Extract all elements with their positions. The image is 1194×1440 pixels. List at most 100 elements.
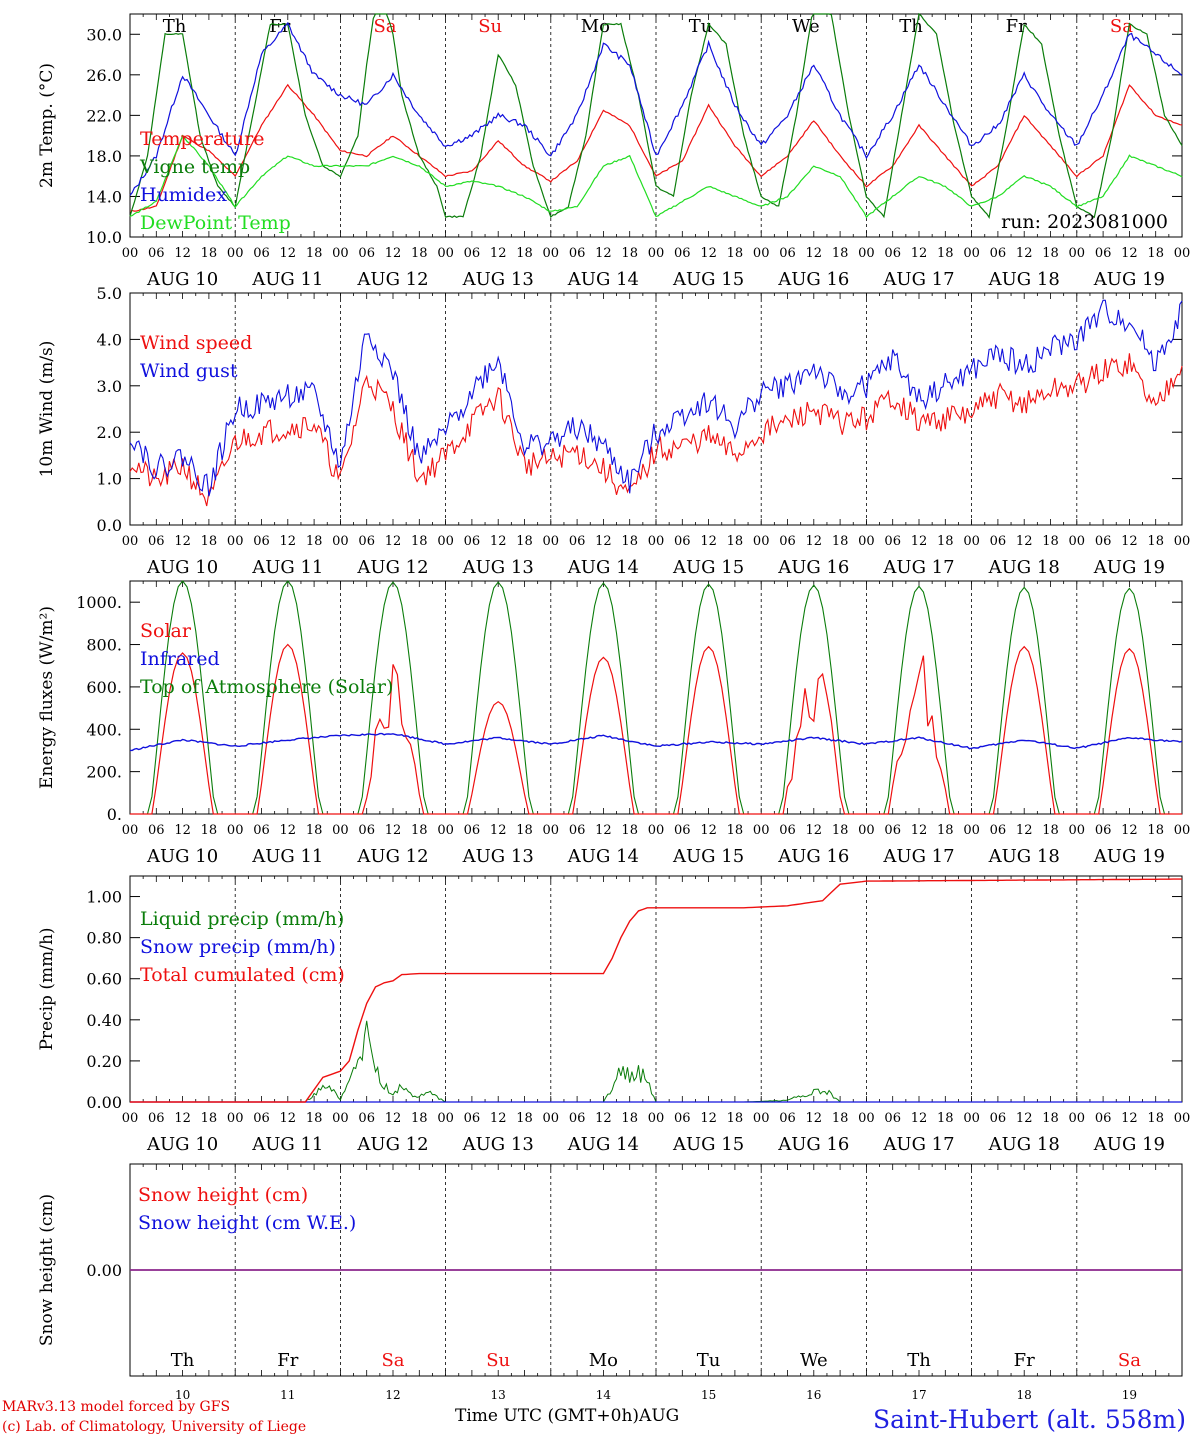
hour-label: 12 [1121, 823, 1138, 838]
hour-label: 12 [1016, 823, 1033, 838]
hour-label: 06 [674, 823, 691, 838]
hour-label: 06 [884, 246, 901, 261]
date-label: AUG 10 [146, 846, 218, 867]
hour-label: 18 [621, 534, 638, 549]
legend-liquid-precip-mm-h-: Liquid precip (mm/h) [140, 908, 344, 930]
hour-label: 00 [227, 534, 244, 549]
weekday-label: Sa [373, 16, 396, 37]
hour-label: 18 [1147, 823, 1164, 838]
hour-label: 00 [122, 246, 139, 261]
hour-label: 18 [727, 534, 744, 549]
hour-label: 00 [648, 246, 665, 261]
hour-label: 12 [595, 1111, 612, 1126]
date-label: AUG 16 [777, 269, 849, 290]
hour-label: 06 [990, 1111, 1007, 1126]
hour-label: 00 [753, 823, 770, 838]
hour-label: 06 [358, 823, 375, 838]
y-tick-label: 4.0 [97, 330, 122, 349]
date-label: AUG 15 [672, 1134, 744, 1155]
hour-label: 00 [122, 534, 139, 549]
hour-label: 12 [385, 534, 402, 549]
date-label: AUG 17 [882, 557, 954, 578]
date-label: AUG 14 [567, 846, 639, 867]
date-label: AUG 14 [567, 269, 639, 290]
hour-label: 18 [516, 823, 533, 838]
weekday-label: Th [171, 1350, 195, 1371]
y-tick-label: 30.0 [86, 25, 122, 44]
hour-label: 00 [963, 1111, 980, 1126]
hour-label: 00 [753, 1111, 770, 1126]
panel-4: 0.00 0.20 0.40 0.60 0.80 1.00 Precip (mm/h) 00 0… [37, 875, 1191, 1155]
hour-label: 00 [437, 823, 454, 838]
date-number: 18 [1017, 1388, 1032, 1402]
hour-label: 18 [201, 1111, 218, 1126]
legend-wind-gust: Wind gust [140, 360, 238, 382]
hour-label: 00 [963, 246, 980, 261]
weekday-label: Th [907, 1350, 931, 1371]
hour-label: 18 [832, 1111, 849, 1126]
y-tick-label: 600. [86, 678, 122, 697]
hour-label: 00 [1174, 1111, 1191, 1126]
y-tick-label: 0.0 [97, 516, 122, 535]
legend-total-cumulated-cm-: Total cumulated (cm) [140, 964, 345, 986]
hour-label: 18 [516, 246, 533, 261]
hour-label: 00 [122, 1111, 139, 1126]
hour-label: 12 [174, 534, 191, 549]
hour-label: 00 [543, 823, 560, 838]
y-axis-title: Energy fluxes (W/m²) [37, 606, 57, 789]
date-label: AUG 16 [777, 557, 849, 578]
date-number: 11 [280, 1388, 295, 1402]
hour-label: 18 [516, 534, 533, 549]
date-label: AUG 11 [251, 269, 323, 290]
legend-vigne-temp: Vigne temp [139, 156, 250, 178]
hour-label: 18 [832, 534, 849, 549]
date-label: AUG 12 [356, 557, 428, 578]
date-label: AUG 13 [462, 1134, 534, 1155]
legend-temperature: Temperature [140, 128, 264, 150]
hour-label: 06 [464, 534, 481, 549]
y-tick-label: 0.60 [86, 970, 122, 989]
y-tick-label: 0.00 [86, 1261, 122, 1280]
hour-label: 06 [779, 246, 796, 261]
hour-label: 06 [779, 1111, 796, 1126]
hour-label: 00 [543, 534, 560, 549]
hour-label: 18 [1147, 1111, 1164, 1126]
hour-label: 06 [1095, 246, 1112, 261]
hour-label: 12 [700, 1111, 717, 1126]
date-label: AUG 12 [356, 269, 428, 290]
date-label: AUG 17 [882, 1134, 954, 1155]
weekday-label: We [800, 1350, 828, 1371]
hour-label: 06 [148, 1111, 165, 1126]
hour-label: 00 [963, 823, 980, 838]
weekday-label: Sa [381, 1350, 404, 1371]
hour-label: 12 [595, 823, 612, 838]
y-tick-label: 10.0 [86, 228, 122, 247]
legend-top-of-atmosphere-solar-: Top of Atmosphere (Solar) [140, 676, 393, 698]
date-label: AUG 14 [567, 557, 639, 578]
hour-label: 00 [543, 1111, 560, 1126]
y-axis-title: Snow height (cm) [37, 1194, 57, 1346]
date-label: AUG 15 [672, 557, 744, 578]
hour-label: 06 [148, 534, 165, 549]
y-tick-label: 3.0 [97, 377, 122, 396]
series-solar [130, 643, 1182, 815]
hour-label: 00 [122, 823, 139, 838]
weekday-label: Fr [269, 16, 290, 37]
date-number: 14 [596, 1388, 612, 1402]
y-tick-label: 1.00 [86, 888, 122, 907]
date-label: AUG 11 [251, 846, 323, 867]
hour-label: 00 [543, 246, 560, 261]
hour-label: 12 [700, 823, 717, 838]
date-number: 16 [806, 1388, 821, 1402]
y-tick-label: 0.40 [86, 1011, 122, 1030]
hour-label: 18 [727, 246, 744, 261]
hour-label: 12 [595, 534, 612, 549]
weekday-label: We [792, 16, 820, 37]
hour-label: 00 [1174, 246, 1191, 261]
hour-label: 06 [1095, 1111, 1112, 1126]
y-axis-title: 2m Temp. (°C) [37, 63, 57, 188]
weekday-label: Mo [581, 16, 610, 37]
hour-label: 06 [464, 1111, 481, 1126]
series-dewpoint-temp [129, 134, 1183, 219]
hour-label: 12 [911, 823, 928, 838]
